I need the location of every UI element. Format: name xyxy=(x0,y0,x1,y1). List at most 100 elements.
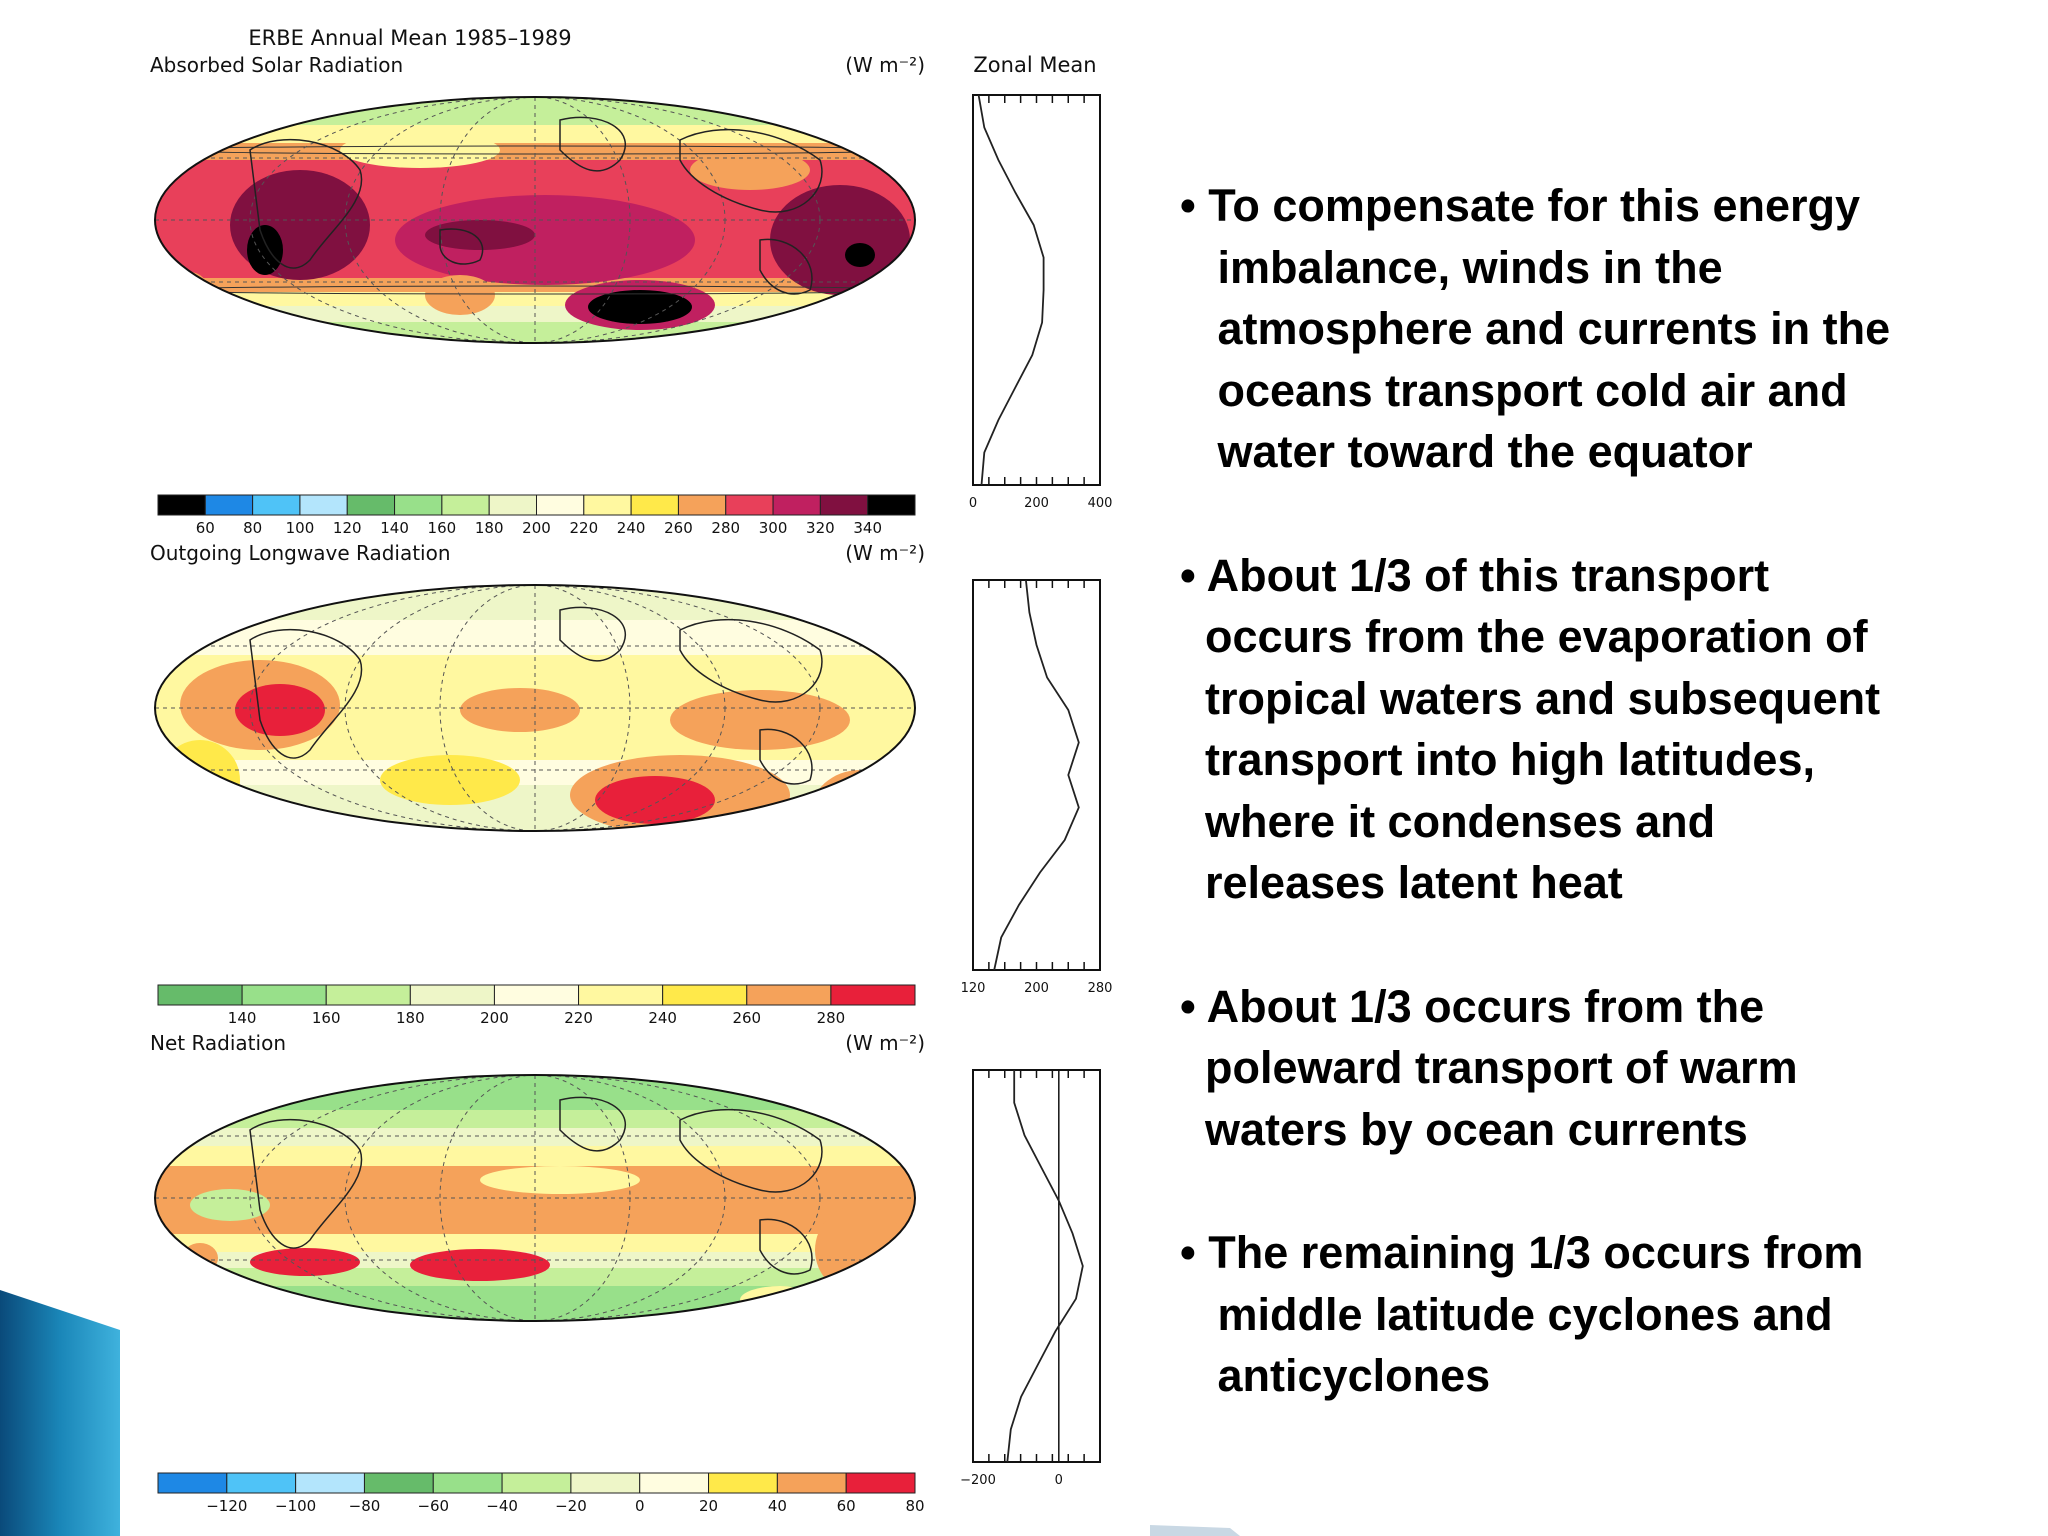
colorbar-swatch xyxy=(252,494,301,516)
zonal-mean-tick-label: 280 xyxy=(1088,981,1113,996)
zonal-mean-tick-label: 200 xyxy=(1024,981,1049,996)
colorbar-tick-label: 200 xyxy=(522,519,551,537)
colorbar-tick-label: 180 xyxy=(475,519,504,537)
bullet-item: • About 1/3 of this transport occurs fro… xyxy=(1180,549,1881,909)
colorbar-tick-label: 240 xyxy=(617,519,646,537)
colorbar-swatch xyxy=(725,494,774,516)
panel-title: Net Radiation xyxy=(150,1031,286,1055)
colorbar-tick-label: −80 xyxy=(349,1497,381,1515)
colorbar-swatch xyxy=(570,1472,641,1494)
colorbar-tick-label: 280 xyxy=(817,1009,846,1027)
colorbar-swatch xyxy=(583,494,632,516)
colorbar-swatch xyxy=(867,494,916,516)
colorbar-swatch xyxy=(677,494,727,516)
zonal-mean-frame xyxy=(972,579,1101,971)
colorbar-tick-label: 260 xyxy=(664,519,693,537)
bullet-item: • The remaining 1/3 occurs from middle l… xyxy=(1180,1227,1864,1401)
colorbar-tick-label: 160 xyxy=(312,1009,341,1027)
colorbar-tick-label: 200 xyxy=(480,1009,509,1027)
colorbar-tick-label: 160 xyxy=(428,519,457,537)
colorbar-tick-label: −100 xyxy=(275,1497,316,1515)
zonal-mean-tick-label: −200 xyxy=(960,1473,996,1488)
colorbar-swatch xyxy=(325,984,411,1006)
zonal-mean-net-radiation: −200 0 xyxy=(960,1069,1101,1488)
colorbar-tick-label: 40 xyxy=(768,1497,787,1515)
zonal-mean-tick-label: 0 xyxy=(969,496,977,511)
colorbar-swatch xyxy=(157,494,206,516)
colorbar-swatch xyxy=(776,1472,847,1494)
colorbar-tick-label: −40 xyxy=(486,1497,518,1515)
colorbar-tick-label: 140 xyxy=(228,1009,257,1027)
colorbar-tick-label: 20 xyxy=(699,1497,718,1515)
colorbar-swatch xyxy=(346,494,396,516)
colorbar-swatch xyxy=(819,494,869,516)
colorbar-tick-label: 100 xyxy=(286,519,315,537)
colorbar-swatch xyxy=(488,494,537,516)
zonal-mean-tick-label: 120 xyxy=(961,981,986,996)
colorbar-swatch xyxy=(441,494,490,516)
colorbar-tick-label: −20 xyxy=(555,1497,587,1515)
colorbar-tick-label: 240 xyxy=(648,1009,677,1027)
colorbar-tick-label: 60 xyxy=(196,519,215,537)
colorbar-swatch xyxy=(772,494,821,516)
colorbar-tick-label: 0 xyxy=(635,1497,645,1515)
colorbar-swatch xyxy=(845,1472,916,1494)
colorbar-tick-label: 80 xyxy=(905,1497,924,1515)
panel-absorbed-solar: Absorbed Solar Radiation (W m⁻²) xyxy=(150,53,1112,537)
world-map-outgoing-longwave xyxy=(155,585,915,831)
colorbar-swatch xyxy=(501,1472,572,1494)
zonal-mean-title: Zonal Mean xyxy=(973,53,1096,77)
colorbar-tick-label: 220 xyxy=(569,519,598,537)
world-map-net-radiation xyxy=(155,1075,915,1321)
erbe-figure: ERBE Annual Mean 1985–1989 Zonal Mean Ab… xyxy=(150,26,1112,1515)
colorbar-outgoing-longwave: 140 160 180 200 220 240 260 280 xyxy=(157,984,916,1027)
colorbar-swatch xyxy=(639,1472,710,1494)
colorbar-swatch xyxy=(363,1472,434,1494)
bullet-item: • About 1/3 occurs from the poleward tra… xyxy=(1180,980,1798,1155)
panel-net-radiation: Net Radiation (W m⁻²) −1 xyxy=(150,1031,1101,1515)
colorbar-swatch xyxy=(241,984,327,1006)
panel-title: Absorbed Solar Radiation xyxy=(150,53,403,77)
grey-corner-shape xyxy=(1150,1525,1240,1536)
panel-units: (W m⁻²) xyxy=(845,53,925,77)
colorbar-swatch xyxy=(830,984,916,1006)
panel-units: (W m⁻²) xyxy=(845,541,925,565)
colorbar-tick-label: 60 xyxy=(837,1497,856,1515)
bullet-list: • To compensate for this energy imbalanc… xyxy=(1180,175,2020,1407)
zonal-mean-line xyxy=(977,94,1045,486)
colorbar-tick-label: 140 xyxy=(380,519,409,537)
colorbar-swatch xyxy=(578,984,664,1006)
colorbar-swatch xyxy=(394,494,443,516)
colorbar-swatch xyxy=(226,1472,297,1494)
zonal-mean-tick-label: 200 xyxy=(1024,496,1049,511)
colorbar-tick-label: −120 xyxy=(206,1497,247,1515)
zonal-mean-tick-label: 400 xyxy=(1088,496,1113,511)
colorbar-absorbed-solar: 60 80 100 120 140 160 180 200 220 240 260 280 300 320… xyxy=(157,494,916,537)
panel-title: Outgoing Longwave Radiation xyxy=(150,541,451,565)
zonal-mean-tick-label: 0 xyxy=(1055,1473,1063,1488)
colorbar-swatch xyxy=(432,1472,503,1494)
zonal-mean-line xyxy=(1006,1070,1084,1463)
colorbar-swatch xyxy=(536,494,585,516)
colorbar-swatch xyxy=(662,984,748,1006)
colorbar-swatch xyxy=(204,494,254,516)
colorbar-swatch xyxy=(157,1472,228,1494)
colorbar-swatch xyxy=(708,1472,778,1494)
colorbar-tick-label: 320 xyxy=(806,519,835,537)
colorbar-tick-label: 280 xyxy=(711,519,740,537)
colorbar-swatch xyxy=(157,984,243,1006)
colorbar-net-radiation: −120 −100 −80 −60 −40 −20 0 20 40 60 80 xyxy=(157,1472,925,1515)
colorbar-tick-label: 80 xyxy=(243,519,262,537)
colorbar-swatch xyxy=(493,984,580,1006)
colorbar-swatch xyxy=(295,1472,365,1494)
zonal-mean-frame xyxy=(972,94,1101,486)
panel-outgoing-longwave: Outgoing Longwave Radiation (W m⁻²) xyxy=(150,541,1112,1027)
world-map-absorbed-solar xyxy=(155,97,915,343)
bullet-item: • To compensate for this energy imbalanc… xyxy=(1180,180,1891,477)
panel-units: (W m⁻²) xyxy=(845,1031,925,1055)
colorbar-tick-label: 300 xyxy=(759,519,788,537)
colorbar-swatch xyxy=(299,494,348,516)
colorbar-swatch xyxy=(409,984,495,1006)
colorbar-tick-label: 180 xyxy=(396,1009,425,1027)
colorbar-swatch xyxy=(630,494,679,516)
